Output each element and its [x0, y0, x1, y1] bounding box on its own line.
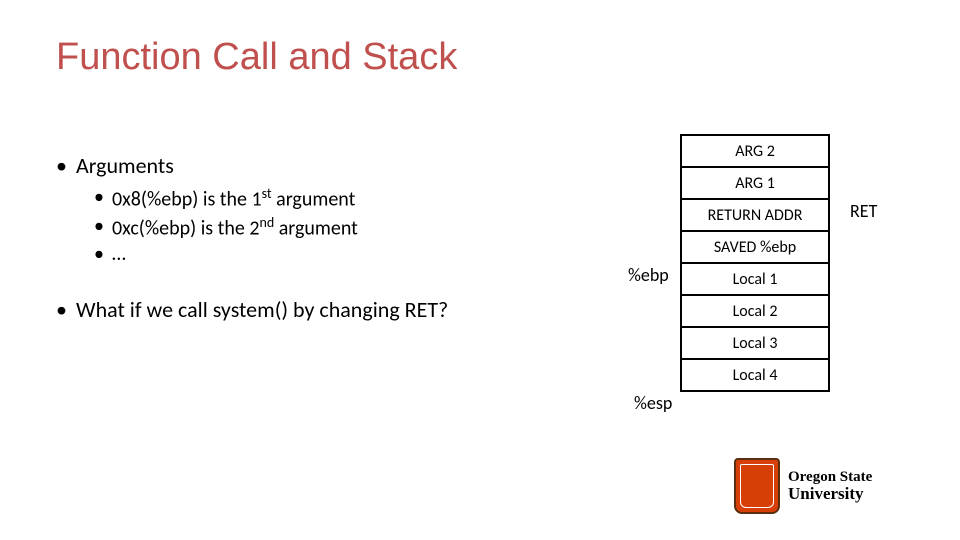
- pointer-ebp-label: %ebp: [628, 264, 669, 286]
- university-logo: Oregon State University: [734, 448, 904, 524]
- bullet-text: Arguments: [76, 152, 174, 179]
- bullet-text: 0x8(%ebp) is the 1st argument: [112, 185, 355, 212]
- stack-cell: Local 3: [680, 326, 830, 360]
- bullet-dot: •: [94, 185, 112, 212]
- text-pre: 0x8(%ebp) is the 1: [112, 188, 262, 212]
- text-pre: 0xc(%ebp) is the 2: [112, 216, 259, 240]
- bullet-text: …: [112, 242, 126, 266]
- stack-cell: ARG 1: [680, 166, 830, 200]
- ret-label: RET: [850, 200, 877, 222]
- bullet-text: 0xc(%ebp) is the 2nd argument: [112, 214, 358, 241]
- sub-bullet-3: • …: [94, 242, 576, 266]
- page-title: Function Call and Stack: [56, 36, 457, 79]
- text-post: argument: [272, 188, 356, 212]
- bullet-arguments: • Arguments: [56, 152, 576, 179]
- bullet-dot: •: [56, 152, 76, 179]
- logo-text: Oregon State University: [788, 470, 872, 502]
- logo-line2: University: [788, 485, 872, 502]
- stack-cell: SAVED %ebp: [680, 230, 830, 264]
- logo-line1: Oregon State: [788, 470, 872, 485]
- stack-cell: Local 4: [680, 358, 830, 392]
- bullet-dot: •: [94, 214, 112, 241]
- sub-bullet-2: • 0xc(%ebp) is the 2nd argument: [94, 214, 576, 241]
- bullet-whatif: • What if we call system() by changing R…: [56, 296, 576, 323]
- bullet-text: What if we call system() by changing RET…: [76, 296, 448, 323]
- stack-cell: Local 1: [680, 262, 830, 296]
- stack-diagram: ARG 2 ARG 1 RETURN ADDR SAVED %ebp Local…: [680, 134, 830, 392]
- text-sup: st: [262, 185, 272, 202]
- bullet-dot: •: [56, 296, 76, 323]
- stack-cell: Local 2: [680, 294, 830, 328]
- text-post: argument: [274, 216, 358, 240]
- sub-bullet-1: • 0x8(%ebp) is the 1st argument: [94, 185, 576, 212]
- pointer-esp-label: %esp: [634, 392, 672, 414]
- bullet-dot: •: [94, 242, 112, 266]
- bullet-list: • Arguments • 0x8(%ebp) is the 1st argum…: [56, 152, 576, 329]
- text-sup: nd: [259, 214, 274, 231]
- sub-bullets: • 0x8(%ebp) is the 1st argument • 0xc(%e…: [94, 185, 576, 266]
- logo-crest-icon: [734, 458, 780, 514]
- stack-cell: RETURN ADDR: [680, 198, 830, 232]
- stack-cell: ARG 2: [680, 134, 830, 168]
